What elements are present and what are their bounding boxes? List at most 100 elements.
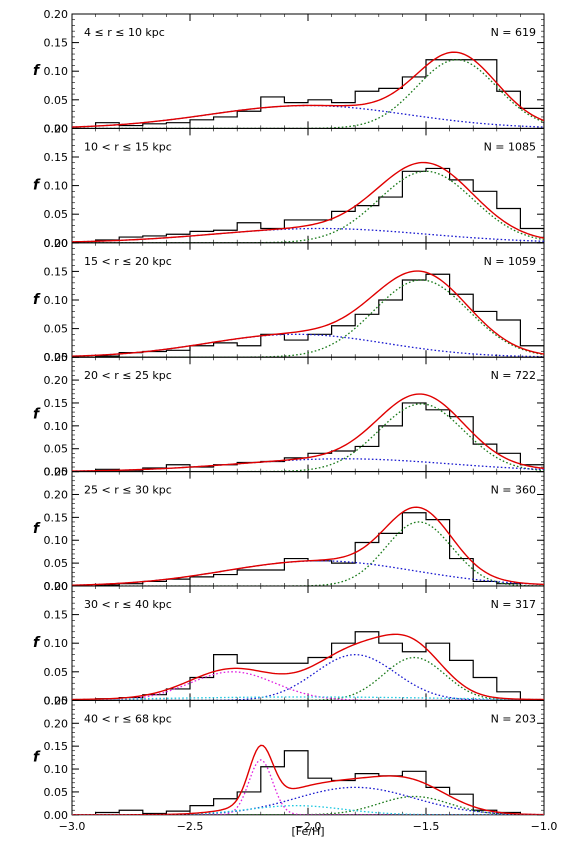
panel-radius-label: 25 < r ≤ 30 kpc xyxy=(84,484,172,497)
y-tick-label: 0.25 xyxy=(44,466,69,479)
panels: 0.00 0.05 0.10 0.15 0.20 f 4 ≤ r ≤ 10 kpc N = 6… xyxy=(33,8,557,833)
plot-area xyxy=(72,393,544,472)
y-tick-label: 0.20 xyxy=(44,122,69,135)
total-fit-curve xyxy=(72,161,544,243)
panel-radius-label: 30 < r ≤ 40 kpc xyxy=(84,598,172,611)
y-tick-label: 0.15 xyxy=(44,397,69,410)
y-tick-label: 0.05 xyxy=(44,557,69,570)
panel-count-label: N = 1085 xyxy=(484,140,536,153)
y-tick-label: 0.00 xyxy=(44,694,69,707)
y-tick-label: 0.05 xyxy=(44,94,69,107)
histogram xyxy=(95,59,544,129)
component-curve-1 xyxy=(72,403,544,472)
panel-6: 0.00 0.05 0.10 0.15 0.20 f 30 < r ≤ 40 kpc N = … xyxy=(33,580,545,707)
y-axis-label: f xyxy=(33,521,41,537)
y-tick-label: 0.15 xyxy=(44,151,69,164)
total-fit-curve xyxy=(72,51,544,128)
panel-2: 0.00 0.05 0.10 0.15 0.20 f 10 < r ≤ 15 kpc N = … xyxy=(33,122,545,250)
panel-count-label: N = 722 xyxy=(491,369,536,382)
y-tick-label: 0.00 xyxy=(44,122,69,135)
y-tick-label: 0.05 xyxy=(44,786,69,799)
y-tick-label: 0.15 xyxy=(44,740,69,753)
component-curve-4 xyxy=(72,696,544,701)
y-tick-label: 0.10 xyxy=(44,763,69,776)
y-axis-label: f xyxy=(33,292,41,308)
panel-count-label: N = 203 xyxy=(491,712,536,725)
plot-area xyxy=(72,51,544,129)
y-tick-label: 0.00 xyxy=(44,351,69,364)
panel-count-label: N = 360 xyxy=(491,484,536,497)
y-tick-label: 0.10 xyxy=(44,637,69,650)
y-axis-label: f xyxy=(33,178,41,194)
y-tick-label: 0.15 xyxy=(44,265,69,278)
y-tick-label: 0.25 xyxy=(44,351,69,364)
y-axis-label: f xyxy=(33,750,41,766)
plot-area xyxy=(72,506,544,587)
y-axis-label: f xyxy=(33,63,41,79)
panel-5: 0.00 0.05 0.10 0.15 0.20 0.25 f 25 < r ≤ 30 kpc… xyxy=(33,466,545,593)
panel-7: 0.00 0.05 0.10 0.15 0.20 0.25 f 40 < r ≤ 68 kpc… xyxy=(33,694,557,832)
y-tick-label: 0.20 xyxy=(44,580,69,593)
histogram xyxy=(95,167,544,243)
y-tick-label: 0.15 xyxy=(44,609,69,622)
total-fit-curve xyxy=(72,393,544,472)
plot-area xyxy=(72,631,544,701)
y-tick-label: 0.20 xyxy=(44,488,69,501)
panel-4: 0.00 0.05 0.10 0.15 0.20 0.25 f 20 < r ≤ 25 kpc… xyxy=(33,351,545,479)
component-curve-2 xyxy=(72,227,544,243)
y-tick-label: 0.15 xyxy=(44,37,69,50)
y-tick-label: 0.15 xyxy=(44,511,69,524)
y-tick-label: 0.10 xyxy=(44,534,69,547)
plot-area xyxy=(72,744,544,815)
component-curve-1 xyxy=(72,279,544,358)
x-tick-label: −1.5 xyxy=(413,820,440,833)
x-tick-label: −2.0 xyxy=(295,820,322,833)
histogram xyxy=(95,750,544,815)
x-tick-label: −2.5 xyxy=(177,820,204,833)
histogram xyxy=(95,273,544,358)
y-tick-label: 0.05 xyxy=(44,443,69,456)
component-curve-1 xyxy=(72,59,544,129)
y-tick-label: 0.20 xyxy=(44,374,69,387)
panel-count-label: N = 619 xyxy=(491,26,536,39)
y-tick-label: 0.00 xyxy=(44,237,69,250)
total-fit-curve xyxy=(72,270,544,357)
panel-1: 0.00 0.05 0.10 0.15 0.20 f 4 ≤ r ≤ 10 kpc N = 6… xyxy=(33,8,545,135)
y-axis-label: f xyxy=(33,406,41,422)
component-curve-2 xyxy=(72,560,544,586)
panel-count-label: N = 1059 xyxy=(484,255,536,268)
plot-area xyxy=(72,161,544,243)
panel-radius-label: 15 < r ≤ 20 kpc xyxy=(84,255,172,268)
component-curve-2 xyxy=(72,653,544,701)
y-tick-label: 0.10 xyxy=(44,180,69,193)
x-tick-label: −3.0 xyxy=(59,820,86,833)
component-curve-3 xyxy=(72,671,544,701)
panel-radius-label: 40 < r ≤ 68 kpc xyxy=(84,712,172,725)
panel-radius-label: 4 ≤ r ≤ 10 kpc xyxy=(84,26,165,39)
y-axis-label: f xyxy=(33,635,41,651)
y-tick-label: 0.10 xyxy=(44,65,69,78)
panel-radius-label: 20 < r ≤ 25 kpc xyxy=(84,369,172,382)
y-tick-label: 0.00 xyxy=(44,809,69,822)
plot-area xyxy=(72,270,544,358)
component-curve-4 xyxy=(72,804,544,815)
x-tick-label: −1.0 xyxy=(531,820,558,833)
component-curve-2 xyxy=(72,333,544,358)
y-tick-label: 0.05 xyxy=(44,323,69,336)
total-fit-curve xyxy=(72,506,544,586)
y-tick-label: 0.00 xyxy=(44,466,69,479)
component-curve-3 xyxy=(72,759,544,815)
y-tick-label: 0.25 xyxy=(44,694,69,707)
y-tick-label: 0.20 xyxy=(44,717,69,730)
x-axis-label: [Fe/H] xyxy=(291,825,324,838)
y-tick-label: 0.05 xyxy=(44,666,69,679)
panel-radius-label: 10 < r ≤ 15 kpc xyxy=(84,140,172,153)
y-tick-label: 0.20 xyxy=(44,237,69,250)
y-tick-label: 0.20 xyxy=(44,8,69,21)
histogram xyxy=(95,631,544,701)
total-fit-curve xyxy=(72,633,544,701)
histogram xyxy=(95,402,544,472)
y-tick-label: 0.10 xyxy=(44,294,69,307)
component-curve-1 xyxy=(72,170,544,243)
